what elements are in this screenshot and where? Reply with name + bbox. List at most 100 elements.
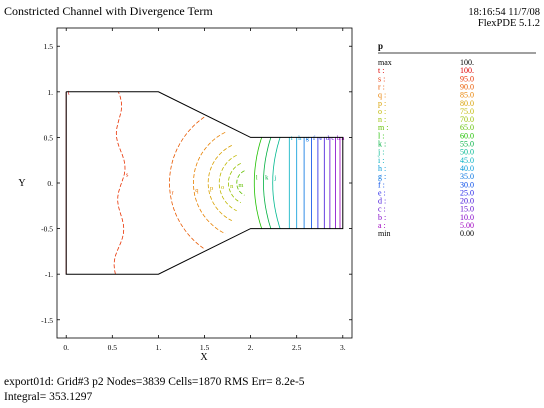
legend-key: g : (378, 172, 386, 181)
legend-key: j : (377, 148, 384, 157)
legend-value: 85.0 (460, 91, 474, 100)
legend-value: 90.0 (460, 82, 474, 91)
legend-value: 35.0 (460, 172, 474, 181)
y-tick-label: 1. (47, 88, 53, 97)
legend-key: r : (378, 82, 385, 91)
legend-value: 25.0 (460, 188, 474, 197)
contour-k (263, 137, 272, 229)
legend-value: 30.0 (460, 180, 474, 189)
legend-value: 65.0 (460, 123, 474, 132)
contour-label-c: c (331, 135, 334, 142)
contour-q (192, 131, 226, 235)
contour-r (169, 116, 205, 250)
legend-key: b : (378, 213, 386, 222)
legend-key: c : (378, 205, 386, 214)
legend-key: a : (378, 221, 386, 230)
legend-value: 40.0 (460, 164, 474, 173)
y-tick-label: 0.5 (44, 133, 54, 142)
legend-value: 60.0 (460, 131, 474, 140)
legend-key: m : (378, 123, 388, 132)
contour-label-j: j (273, 174, 276, 181)
axis-ticks: 0. 0.5 1. 1.5 2. 2.5 3. 1.5 1. 0.5 0. -0.5 -1. -1.5 (41, 28, 352, 352)
contour-label-k: k (265, 174, 269, 181)
contour-s (113, 91, 126, 275)
legend-variable: p (378, 41, 383, 51)
legend-key: d : (378, 197, 386, 206)
y-tick-label: -0.5 (41, 225, 53, 234)
legend-value: 15.0 (460, 205, 474, 214)
contour-label-b: b (337, 135, 340, 142)
legend-max-label: max (378, 58, 392, 67)
contour-lines: tsr q p o n ml k ji h g f e d c b a (65, 89, 345, 275)
y-tick-label: -1. (45, 270, 53, 279)
legend-value: 45.0 (460, 156, 474, 165)
legend-key: o : (378, 107, 386, 116)
legend-key: q : (378, 91, 386, 100)
contour-l (253, 137, 263, 229)
legend-key: t : (378, 66, 384, 75)
legend-key: s : (378, 74, 385, 83)
contour-label-s: s (126, 171, 129, 178)
timestamp: 18:16:54 11/7/08 (468, 7, 540, 18)
legend-value: 95.0 (460, 74, 474, 83)
contour-label-p: p (210, 185, 213, 192)
contour-j (272, 137, 281, 229)
legend-value: 75.0 (460, 107, 474, 116)
contour-m (236, 170, 245, 196)
legend-min-label: min (378, 229, 390, 238)
contour-label-e: e (319, 135, 322, 142)
plot-frame (56, 27, 353, 339)
contour-label-g: g (306, 135, 310, 142)
x-tick-label: 0. (63, 343, 69, 352)
legend-key: h : (378, 164, 386, 173)
legend-value: 80.0 (460, 99, 474, 108)
legend-value: 100. (460, 66, 474, 75)
y-tick-label: 0. (47, 179, 53, 188)
legend-value: 20.0 (460, 197, 474, 206)
x-axis-label: X (200, 352, 208, 363)
y-tick-label: -1.5 (41, 316, 53, 325)
legend-key: n : (378, 115, 386, 124)
contour-label-i: i (291, 135, 293, 142)
legend-value: 50.0 (460, 148, 474, 157)
legend-key: i : (378, 156, 384, 165)
contour-o (218, 154, 237, 212)
contour-label-n: n (230, 183, 234, 190)
legend-value: 5.00 (460, 221, 474, 230)
contour-label-f: f (313, 135, 316, 142)
contour-n (228, 163, 241, 203)
x-tick-label: 2. (248, 343, 254, 352)
contour-label-d: d (326, 135, 330, 142)
x-tick-label: 1.5 (200, 343, 210, 352)
legend-value: 70.0 (460, 115, 474, 124)
legend: p max 100. t : 100. s : 95.0 r : 90.0 q : 85.0 p : 8… (377, 41, 536, 238)
y-tick-label: 1.5 (44, 42, 54, 51)
contour-label-t: t (68, 89, 70, 96)
integral-value: Integral= 353.1297 (4, 391, 93, 403)
x-tick-label: 3. (340, 343, 346, 352)
legend-key: l : (378, 131, 384, 140)
legend-value: 10.0 (460, 213, 474, 222)
legend-key: f : (378, 180, 385, 189)
y-axis-label: Y (18, 178, 25, 189)
x-tick-label: 2.5 (292, 343, 302, 352)
legend-key: e : (378, 188, 386, 197)
legend-key: k : (378, 140, 386, 149)
x-tick-label: 1. (156, 343, 162, 352)
software-version: FlexPDE 5.1.2 (477, 18, 540, 29)
contour-label-l: l (256, 174, 258, 181)
contour-p (207, 145, 232, 221)
legend-key: p : (378, 99, 386, 108)
contour-label-h: h (298, 135, 302, 142)
chart-title: Constricted Channel with Divergence Term (4, 4, 213, 18)
contour-label-q: q (195, 187, 199, 194)
x-tick-label: 0.5 (108, 343, 118, 352)
legend-value: 55.0 (460, 140, 474, 149)
domain-boundary (65, 91, 344, 275)
legend-min-value: 0.00 (460, 229, 474, 238)
contour-label-r: r (171, 189, 174, 196)
contour-label-m: m (238, 182, 243, 189)
contour-label-o: o (221, 184, 224, 191)
grid-stats: export01d: Grid#3 p2 Nodes=3839 Cells=18… (4, 376, 305, 388)
